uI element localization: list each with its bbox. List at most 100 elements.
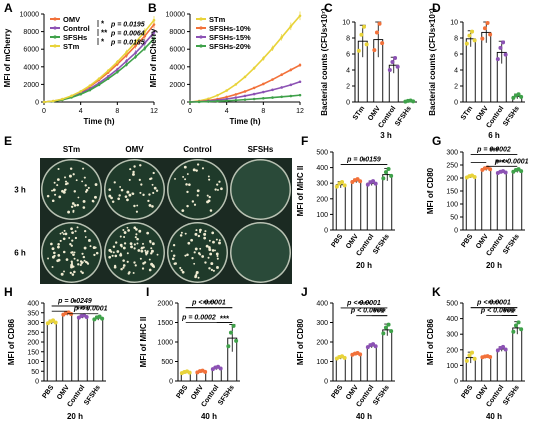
p-value: p = 0.0002 xyxy=(476,147,511,154)
data-point xyxy=(134,44,137,47)
data-point xyxy=(252,92,256,96)
legend-marker xyxy=(53,44,57,48)
p-value: p = 0.0064 xyxy=(110,31,145,38)
colony xyxy=(86,262,90,265)
colony xyxy=(186,253,189,256)
y-tick-label: 4000 xyxy=(169,64,185,71)
colony xyxy=(203,232,207,236)
colony xyxy=(197,276,200,279)
colony xyxy=(136,237,139,241)
replicate-point xyxy=(386,322,391,327)
x-tick-label: 4 xyxy=(225,108,229,115)
colony xyxy=(80,270,83,273)
category-label: PBS xyxy=(330,233,344,249)
significance-stars: **** xyxy=(503,307,516,316)
colony xyxy=(51,247,55,251)
colony xyxy=(72,253,75,257)
category-label: PBS xyxy=(175,384,189,400)
colony xyxy=(81,180,84,183)
replicate-point xyxy=(495,348,500,353)
y-tick-label: 350 xyxy=(27,310,39,317)
replicate-point xyxy=(377,21,382,26)
legend-label: STm xyxy=(63,42,80,51)
colony xyxy=(216,183,219,186)
colony xyxy=(215,238,218,241)
y-tick-label: 50 xyxy=(31,369,39,376)
data-point xyxy=(298,80,302,84)
replicate-point xyxy=(373,181,378,186)
colony xyxy=(152,191,155,195)
colony xyxy=(114,254,118,258)
colony xyxy=(83,176,86,179)
p-value: p = 0.0159 xyxy=(346,156,381,163)
y-tick-label: 10000 xyxy=(20,12,40,19)
colony xyxy=(142,193,145,197)
colony xyxy=(119,253,123,257)
data-point xyxy=(106,75,110,78)
data-point xyxy=(262,90,265,94)
colony xyxy=(208,239,211,242)
bar-chart-D: 0 2 4 6 8 10 Bacterial counts (CFUs×10⁷) STm OMV… xyxy=(428,8,525,140)
y-tick-label: 2 xyxy=(454,84,458,91)
data-point xyxy=(125,50,128,54)
colony xyxy=(191,257,194,260)
colony xyxy=(68,237,71,239)
colony xyxy=(142,262,145,265)
colony xyxy=(126,190,130,194)
replicate-point xyxy=(470,29,475,34)
colony xyxy=(57,253,61,257)
colony xyxy=(199,253,202,256)
colony xyxy=(71,202,75,205)
significance-stars: *** xyxy=(220,315,230,324)
colony xyxy=(62,250,66,254)
y-tick-label: 200 xyxy=(316,196,328,203)
y-tick-label: 1500 xyxy=(157,320,173,327)
bar-chart-H: 0 50 100 150 200 250 300 350 400 MFI of CD86 PBS OM… xyxy=(7,298,108,421)
colony xyxy=(69,167,73,170)
replicate-point xyxy=(501,344,506,349)
y-tick-label: 0 xyxy=(454,228,458,235)
category-label: OMV xyxy=(345,233,360,250)
plate-row-label: 3 h xyxy=(14,186,26,195)
colony xyxy=(218,241,221,245)
replicate-point xyxy=(393,56,398,60)
colony xyxy=(201,167,205,170)
p-value: p = 0.0002 xyxy=(181,315,216,322)
colony xyxy=(199,230,202,233)
legend-marker xyxy=(53,17,57,21)
data-point xyxy=(51,99,55,103)
y-tick-label: 200 xyxy=(446,176,458,183)
x-axis-label: 3 h xyxy=(380,131,392,140)
colony xyxy=(73,190,77,193)
plate-agar xyxy=(42,160,101,219)
colony xyxy=(211,249,215,252)
y-axis-label: Bacterial counts (CFUs×10⁷) xyxy=(428,8,437,116)
y-tick-label: 4 xyxy=(454,68,458,75)
category-label: OMV xyxy=(56,384,71,401)
colony xyxy=(208,246,211,249)
colony xyxy=(138,229,142,233)
colony xyxy=(171,257,175,261)
bar-OMV xyxy=(481,31,492,103)
replicate-point xyxy=(485,21,490,26)
y-tick-label: 8000 xyxy=(169,29,185,36)
plate-column-label: OMV xyxy=(125,145,144,154)
bar-OMV xyxy=(351,353,362,382)
data-point xyxy=(262,57,265,60)
colony xyxy=(64,180,68,183)
replicate-point xyxy=(342,183,347,188)
legend-label: Control xyxy=(63,24,90,33)
y-tick-label: 0 xyxy=(346,100,350,107)
data-point xyxy=(298,93,302,97)
colony xyxy=(63,188,67,192)
colony xyxy=(73,270,76,274)
category-label: SFSHs xyxy=(217,384,236,407)
category-label: SFSHs xyxy=(502,233,521,256)
data-point xyxy=(252,97,256,101)
colony xyxy=(214,188,217,191)
replicate-point xyxy=(373,344,378,349)
colony xyxy=(70,205,74,209)
colony xyxy=(136,242,139,245)
